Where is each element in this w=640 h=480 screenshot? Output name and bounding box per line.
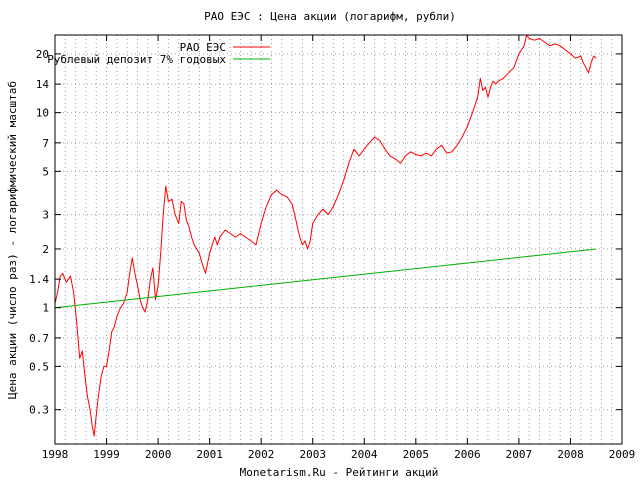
- chart-title: РАО ЕЭС : Цена акции (логарифм, рубли): [204, 10, 456, 23]
- y-tick-label: 1: [42, 302, 49, 315]
- x-tick-label: 2002: [248, 448, 275, 461]
- x-tick-label: 1998: [42, 448, 69, 461]
- x-axis-label: Monetarism.Ru - Рейтинги акций: [240, 466, 439, 479]
- series-line-rao-ees: [54, 34, 597, 437]
- x-tick-label: 2008: [557, 448, 584, 461]
- y-tick-label: 2: [42, 243, 49, 256]
- y-tick-label: 1.4: [29, 273, 49, 286]
- y-tick-label: 0.3: [29, 404, 49, 417]
- x-tick-label: 1999: [93, 448, 120, 461]
- x-tick-label: 2005: [403, 448, 430, 461]
- x-tick-label: 2004: [351, 448, 378, 461]
- grid: [55, 35, 622, 444]
- y-tick-label: 0.7: [29, 332, 49, 345]
- y-tick-label: 0.5: [29, 360, 49, 373]
- x-tick-label: 2000: [145, 448, 172, 461]
- x-tick-label: 2007: [506, 448, 533, 461]
- y-tick-label: 10: [36, 107, 49, 120]
- y-tick-label: 20: [36, 48, 49, 61]
- x-tick-label: 2001: [196, 448, 223, 461]
- y-tick-label: 7: [42, 137, 49, 150]
- y-tick-label: 5: [42, 165, 49, 178]
- y-axis-label: Цена акции (число раз) - логарифмический…: [6, 81, 19, 399]
- series-line-deposit: [54, 248, 597, 309]
- x-tick-label: 2006: [454, 448, 481, 461]
- x-tick-label: 2003: [299, 448, 326, 461]
- y-tick-label: 3: [42, 209, 49, 222]
- axis-ticks: 1998 1999 2000 2001 2002 2003 2004 2005 2006 2007…: [29, 35, 635, 461]
- x-tick-label: 2009: [609, 448, 636, 461]
- legend-label: РАО ЕЭС: [180, 41, 226, 54]
- series-layer: [54, 34, 597, 437]
- legend-label: Рублевый депозит 7% годовых: [47, 53, 226, 66]
- plot-frame: [54, 34, 623, 445]
- y-tick-label: 14: [36, 78, 50, 91]
